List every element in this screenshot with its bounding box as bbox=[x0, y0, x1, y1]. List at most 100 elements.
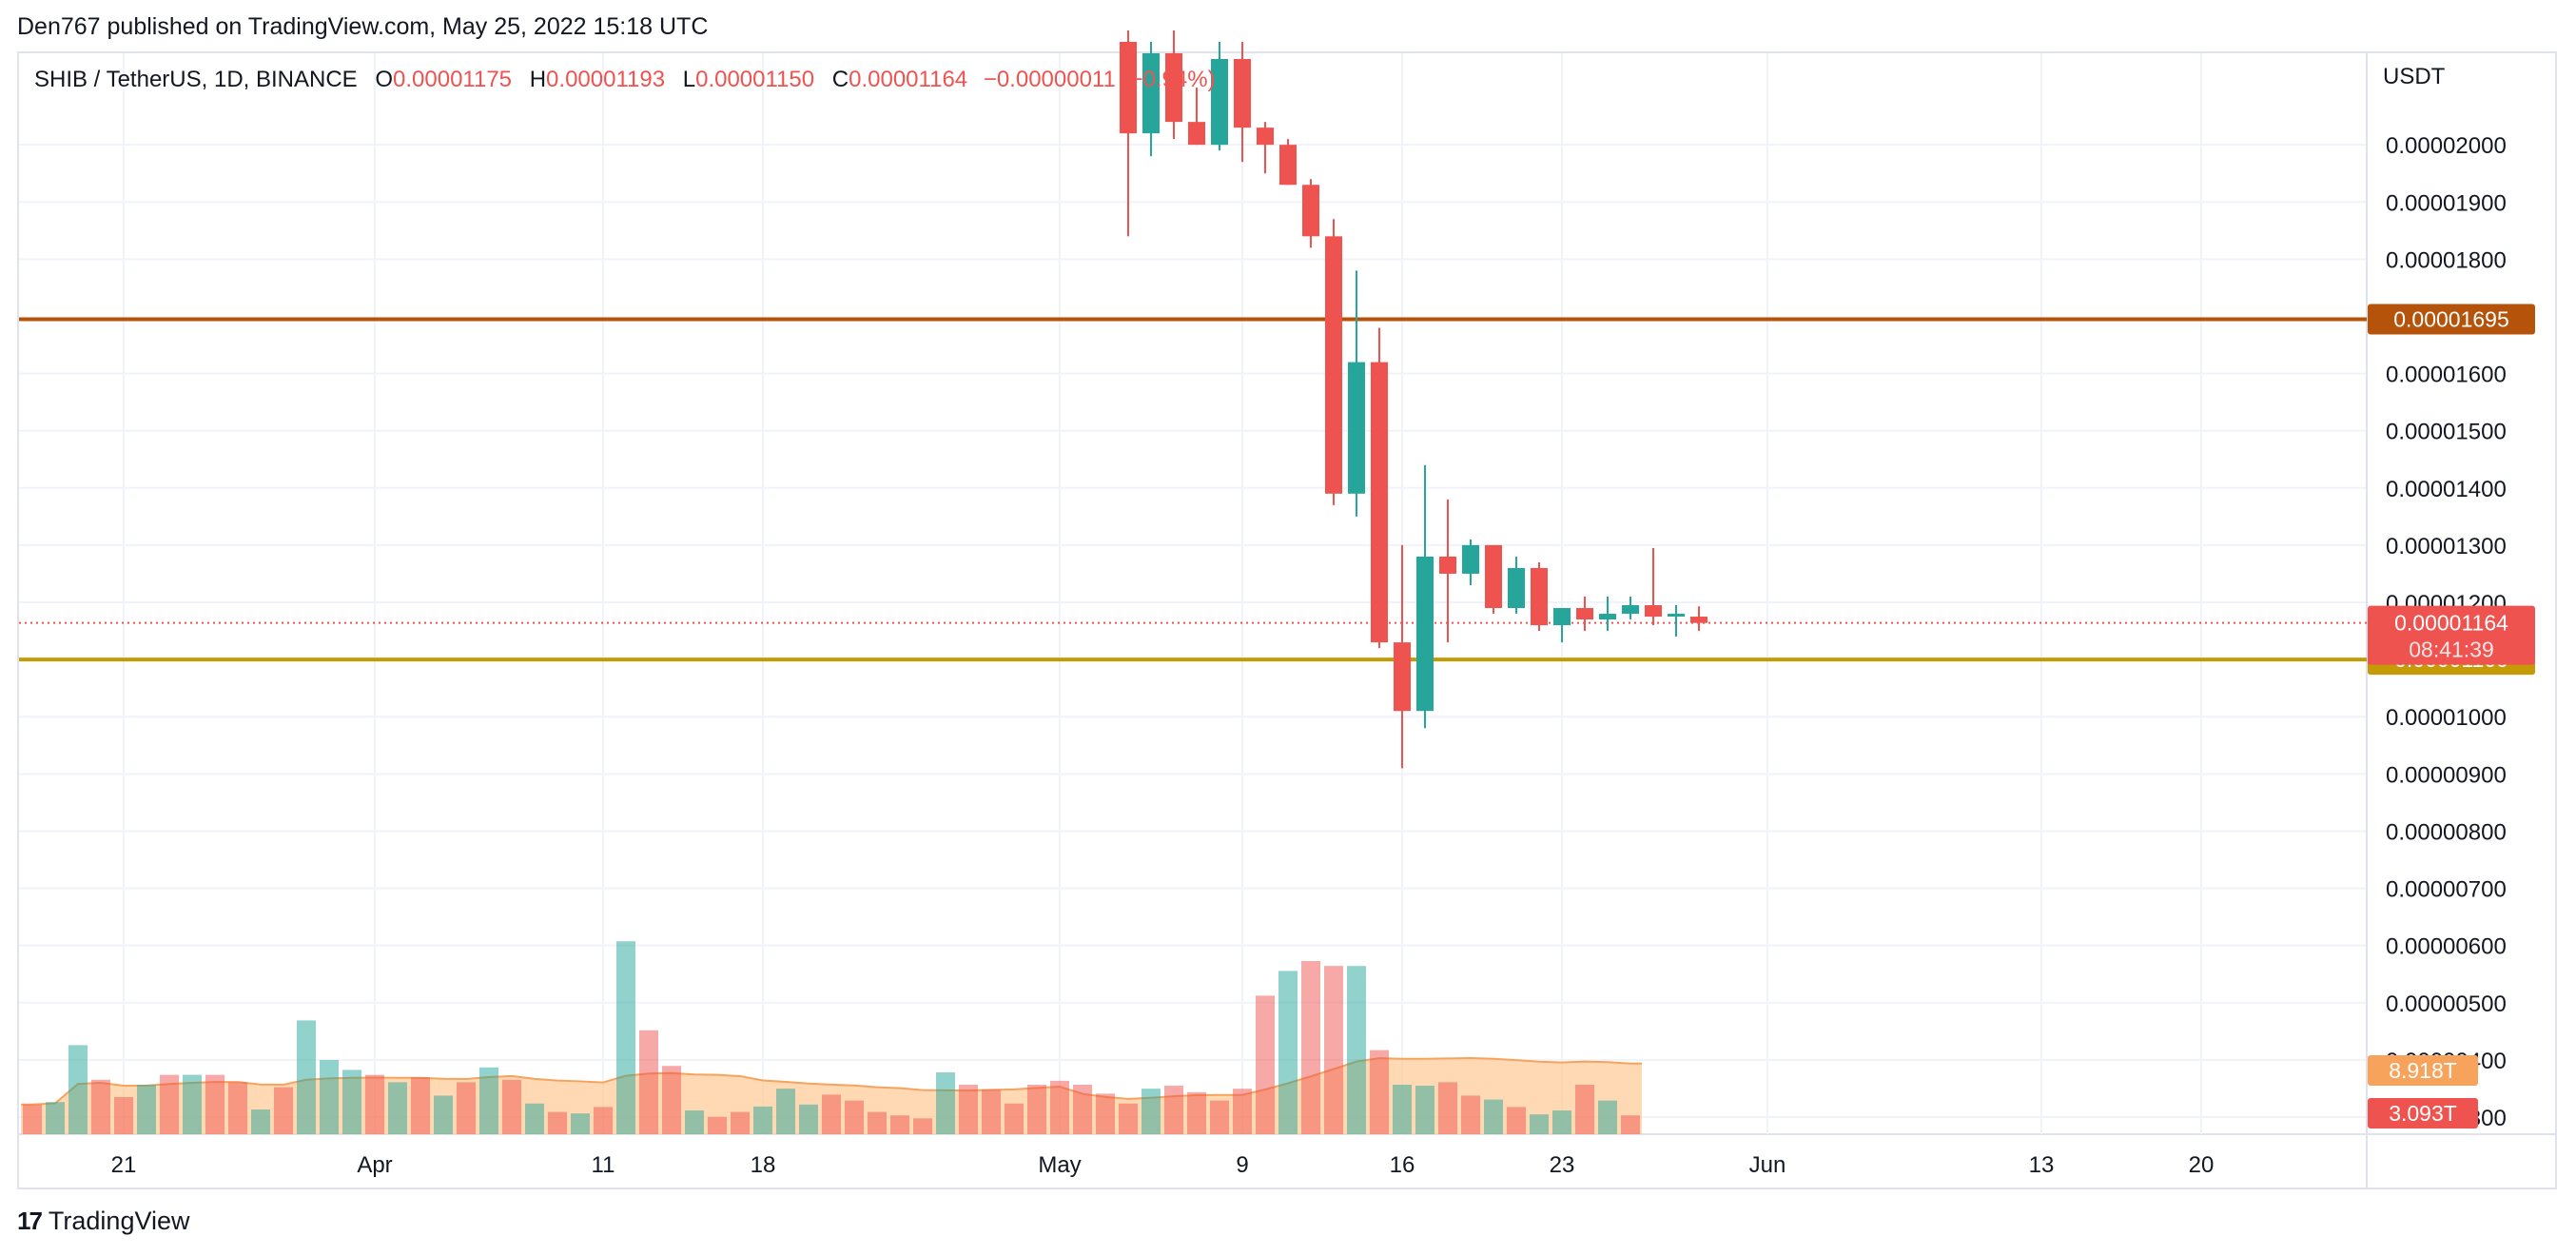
volume-bar bbox=[936, 1072, 955, 1134]
price-tick-label: 0.00001800 bbox=[2386, 247, 2507, 273]
price-tick-label: 0.00000900 bbox=[2386, 762, 2507, 788]
candle-body bbox=[1576, 608, 1593, 620]
volume-bar bbox=[868, 1111, 887, 1134]
volume-bar bbox=[479, 1067, 498, 1134]
time-tick-label: 20 bbox=[2189, 1152, 2215, 1178]
volume-bar bbox=[1278, 971, 1298, 1134]
volume-bar bbox=[1301, 961, 1320, 1134]
candle-body bbox=[1668, 614, 1685, 618]
volume-value-tag-label: 8.918T bbox=[2389, 1058, 2457, 1083]
symbol-title[interactable]: SHIB / TetherUS, 1D, BINANCE bbox=[34, 67, 358, 92]
candle-body bbox=[1599, 614, 1616, 620]
time-tick-label: Jun bbox=[1749, 1152, 1786, 1178]
volume-bar bbox=[1142, 1089, 1161, 1134]
volume-bar bbox=[525, 1103, 544, 1134]
volume-bar bbox=[731, 1111, 750, 1134]
high-label: H bbox=[529, 67, 547, 92]
volume-bar bbox=[776, 1089, 795, 1134]
price-tick-label: 0.00001300 bbox=[2386, 534, 2507, 559]
volume-bar bbox=[160, 1074, 179, 1134]
candle-body bbox=[1348, 362, 1365, 494]
volume-bar bbox=[1461, 1095, 1480, 1134]
price-axis-currency: USDT bbox=[2383, 64, 2446, 89]
candle-body bbox=[1622, 605, 1639, 615]
candle-body bbox=[1462, 544, 1479, 574]
price-tick-label: 0.00000700 bbox=[2386, 877, 2507, 903]
time-tick-label: Apr bbox=[357, 1152, 392, 1178]
volume-bar bbox=[183, 1074, 202, 1134]
volume-bar bbox=[1575, 1085, 1594, 1134]
close-value: 0.00001164 bbox=[849, 67, 968, 92]
volume-value-tag bbox=[2368, 1055, 2478, 1086]
volume-bar bbox=[228, 1082, 247, 1134]
volume-bar bbox=[320, 1060, 339, 1134]
horizontal-lines-layer[interactable] bbox=[19, 317, 2367, 662]
volume-bar bbox=[46, 1102, 65, 1134]
volume-bar bbox=[616, 941, 635, 1134]
volume-bar bbox=[1005, 1103, 1024, 1134]
candle-body bbox=[1485, 544, 1502, 609]
last-price-tag-label: 0.00001164 bbox=[2394, 611, 2508, 636]
candle-body bbox=[1302, 185, 1319, 237]
last-price-tag bbox=[2368, 605, 2535, 665]
low-value: 0.00001150 bbox=[695, 67, 815, 92]
volume-bar bbox=[1210, 1100, 1229, 1134]
candles-layer bbox=[1120, 29, 1708, 769]
candle-body bbox=[1371, 362, 1388, 643]
candle-body bbox=[1439, 556, 1456, 574]
candle-body bbox=[1188, 122, 1205, 146]
footer-brand-label: TradingView bbox=[48, 1207, 190, 1235]
candle-body bbox=[1394, 642, 1411, 712]
volume-bar bbox=[1530, 1114, 1549, 1134]
volume-bar bbox=[1027, 1085, 1046, 1134]
axis-layer: USDT 0.00002000 0.00001900 0.00001800 0.000… bbox=[111, 64, 2507, 1178]
volume-bar bbox=[388, 1082, 407, 1134]
volume-bar bbox=[1415, 1086, 1434, 1134]
volume-bar bbox=[1598, 1100, 1617, 1134]
volume-bar bbox=[1256, 995, 1275, 1134]
time-tick-label: 18 bbox=[751, 1152, 776, 1178]
time-tick-label: 11 bbox=[592, 1152, 615, 1178]
volume-bar bbox=[1552, 1110, 1571, 1134]
time-tick-label: 16 bbox=[1390, 1152, 1415, 1178]
footer-brand[interactable]: 17 TradingView bbox=[17, 1207, 190, 1236]
volume-bar bbox=[753, 1106, 772, 1134]
volume-bar bbox=[845, 1100, 864, 1134]
time-tick-label: 9 bbox=[1236, 1152, 1248, 1178]
candle-body bbox=[1120, 41, 1137, 134]
volume-bar bbox=[23, 1104, 42, 1134]
volume-bar bbox=[571, 1113, 590, 1134]
time-tick-label: May bbox=[1038, 1152, 1081, 1178]
change-value: −0.00000011 (−0.94%) bbox=[983, 67, 1216, 92]
volume-layer bbox=[21, 941, 1642, 1134]
volume-bar bbox=[205, 1074, 224, 1134]
volume-bar bbox=[1233, 1089, 1252, 1134]
volume-bar bbox=[502, 1079, 521, 1134]
time-tick-label: 23 bbox=[1550, 1152, 1575, 1178]
price-tick-label: 0.00001400 bbox=[2386, 477, 2507, 502]
volume-bar bbox=[411, 1077, 430, 1134]
volume-bar bbox=[1484, 1099, 1503, 1134]
publisher-note: Den767 published on TradingView.com, May… bbox=[17, 13, 709, 40]
candle-body bbox=[1257, 128, 1274, 146]
volume-bar bbox=[1393, 1085, 1412, 1134]
volume-bar bbox=[639, 1030, 658, 1134]
volume-bar bbox=[1187, 1091, 1206, 1134]
volume-bar bbox=[68, 1045, 88, 1134]
volume-bar bbox=[913, 1118, 932, 1134]
price-tags-layer: 0.000016950.000011000.0000116408:41:398.… bbox=[2368, 304, 2535, 1128]
chart-frame[interactable] bbox=[17, 51, 2557, 1189]
volume-bar bbox=[91, 1079, 110, 1134]
price-tick-label: 0.00000500 bbox=[2386, 991, 2507, 1017]
price-tick-label: 0.00001900 bbox=[2386, 190, 2507, 216]
volume-bar bbox=[662, 1066, 681, 1134]
volume-bar bbox=[799, 1104, 818, 1134]
tradingview-logo-icon: 17 bbox=[17, 1207, 43, 1235]
volume-bar bbox=[959, 1085, 978, 1134]
close-label: C bbox=[831, 67, 849, 92]
countdown-label: 08:41:39 bbox=[2409, 638, 2494, 662]
volume-bar bbox=[274, 1087, 293, 1134]
volume-bar bbox=[548, 1111, 567, 1134]
volume-value-tag-label: 3.093T bbox=[2389, 1101, 2457, 1126]
